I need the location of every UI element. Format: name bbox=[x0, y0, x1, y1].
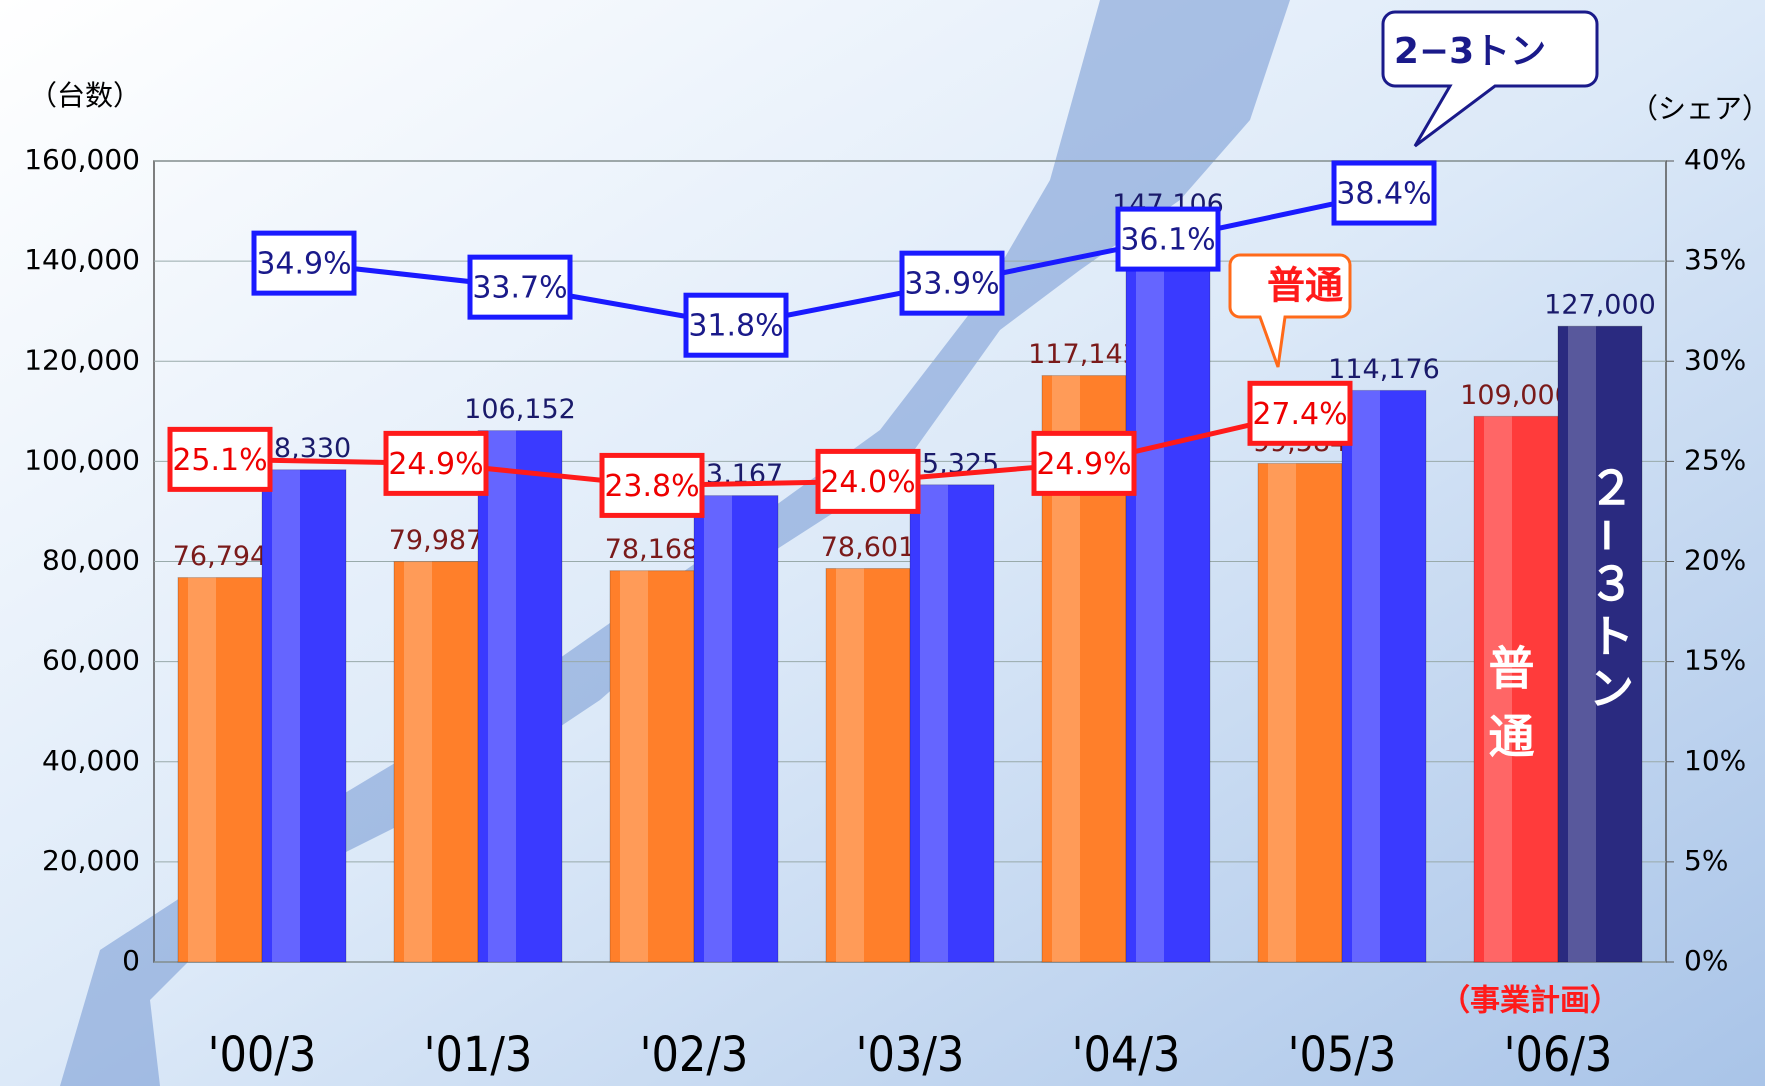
line-value-label: 33.9% bbox=[904, 267, 999, 302]
x-tick-label: '03/3 bbox=[856, 1027, 965, 1083]
bar bbox=[909, 484, 995, 963]
callout-text: 普通 bbox=[1267, 264, 1343, 308]
line-value-label: 34.9% bbox=[256, 247, 351, 282]
line-value-label: 33.7% bbox=[472, 271, 567, 306]
y2-tick-label: 10% bbox=[1684, 744, 1746, 777]
y2-axis-label: （シェア） bbox=[1630, 92, 1765, 125]
x-tick-label: '02/3 bbox=[640, 1027, 749, 1083]
x-tick-label: '00/3 bbox=[208, 1027, 317, 1083]
y-tick-label: 80,000 bbox=[42, 544, 140, 577]
bar-highlight bbox=[488, 430, 516, 962]
y2-tick-label: 0% bbox=[1684, 944, 1728, 977]
plan-annotation: （事業計画） bbox=[1440, 984, 1620, 1019]
bar bbox=[693, 495, 779, 963]
line-point-box bbox=[899, 250, 1005, 316]
line-point-box bbox=[683, 292, 789, 358]
callout-box bbox=[1381, 10, 1599, 148]
line-value-label: 36.1% bbox=[1120, 223, 1215, 258]
bar-annotation: ２−３トン bbox=[1582, 464, 1636, 717]
line-point-box bbox=[1247, 380, 1353, 446]
y2-tick-label: 5% bbox=[1684, 844, 1728, 877]
bar-value-label: 114,176 bbox=[1328, 354, 1440, 385]
x-tick-label: '06/3 bbox=[1504, 1027, 1613, 1083]
bar bbox=[1257, 462, 1343, 963]
y-tick-label: 140,000 bbox=[24, 243, 140, 276]
x-tick-label: '05/3 bbox=[1288, 1027, 1397, 1083]
line-value-label: 31.8% bbox=[688, 309, 783, 344]
line-point-box bbox=[599, 452, 705, 518]
line-point-box bbox=[1115, 206, 1221, 272]
y-tick-label: 100,000 bbox=[24, 443, 140, 476]
y-tick-label: 20,000 bbox=[42, 844, 140, 877]
x-tick-label: '01/3 bbox=[424, 1027, 533, 1083]
bar-annotation: 普通 bbox=[1482, 644, 1536, 780]
y-tick-label: 0 bbox=[122, 944, 140, 977]
bar-value-label: 109,000 bbox=[1460, 380, 1572, 411]
bar bbox=[1473, 415, 1559, 963]
line-point-box bbox=[383, 430, 489, 496]
bar-highlight bbox=[620, 570, 648, 962]
bar-highlight bbox=[704, 495, 732, 962]
line-point-box bbox=[467, 254, 573, 320]
bar-highlight bbox=[1136, 225, 1164, 962]
bar-highlight bbox=[404, 561, 432, 962]
bar-highlight bbox=[920, 484, 948, 962]
map-shape bbox=[60, 0, 1290, 1086]
y2-tick-label: 20% bbox=[1684, 544, 1746, 577]
bar bbox=[177, 577, 263, 963]
bar bbox=[609, 570, 695, 963]
bar-highlight bbox=[836, 568, 864, 962]
line-value-label: 23.8% bbox=[604, 469, 699, 504]
y-tick-label: 60,000 bbox=[42, 644, 140, 677]
y2-tick-label: 35% bbox=[1684, 243, 1746, 276]
line-value-label: 24.0% bbox=[820, 465, 915, 500]
y2-tick-label: 25% bbox=[1684, 443, 1746, 476]
bar-value-label: 78,168 bbox=[605, 534, 699, 565]
bar bbox=[1125, 225, 1211, 963]
bar-value-label: 127,000 bbox=[1544, 290, 1656, 321]
bar-value-label: 76,794 bbox=[173, 541, 267, 572]
bar-highlight bbox=[1568, 326, 1596, 962]
bar-highlight bbox=[272, 469, 300, 962]
bar bbox=[1557, 325, 1643, 963]
bar-highlight bbox=[1268, 463, 1296, 962]
bar bbox=[1341, 389, 1427, 963]
bar bbox=[261, 469, 347, 963]
bar-highlight bbox=[1484, 416, 1512, 963]
y2-tick-label: 15% bbox=[1684, 644, 1746, 677]
line-value-label: 24.9% bbox=[1036, 447, 1131, 482]
line-point-box bbox=[1331, 160, 1437, 226]
y-axis-label: （台数） bbox=[29, 79, 141, 112]
line-value-label: 27.4% bbox=[1252, 397, 1347, 432]
bar-value-label: 78,601 bbox=[821, 532, 915, 563]
bar bbox=[825, 568, 911, 963]
y2-tick-label: 30% bbox=[1684, 343, 1746, 376]
bar-value-label: 106,152 bbox=[464, 394, 576, 425]
bar-value-label: 79,987 bbox=[389, 525, 483, 556]
y2-tick-label: 40% bbox=[1684, 143, 1746, 176]
y-tick-label: 160,000 bbox=[24, 143, 140, 176]
line-point-box bbox=[167, 426, 273, 492]
line-value-label: 25.1% bbox=[172, 443, 267, 478]
bar-highlight bbox=[188, 577, 216, 962]
y-tick-label: 40,000 bbox=[42, 744, 140, 777]
x-tick-label: '04/3 bbox=[1072, 1027, 1181, 1083]
bar-highlight bbox=[1352, 390, 1380, 963]
y-tick-label: 120,000 bbox=[24, 343, 140, 376]
line-point-box bbox=[815, 448, 921, 514]
line-point-box bbox=[251, 230, 357, 296]
callout-text: 2−3トン bbox=[1394, 31, 1546, 72]
line-point-box bbox=[1031, 430, 1137, 496]
line-value-label: 24.9% bbox=[388, 447, 483, 482]
callout-box bbox=[1228, 253, 1352, 368]
line-value-label: 38.4% bbox=[1336, 177, 1431, 212]
bar bbox=[477, 430, 563, 963]
bar-value-label: 117,143 bbox=[1028, 339, 1140, 370]
